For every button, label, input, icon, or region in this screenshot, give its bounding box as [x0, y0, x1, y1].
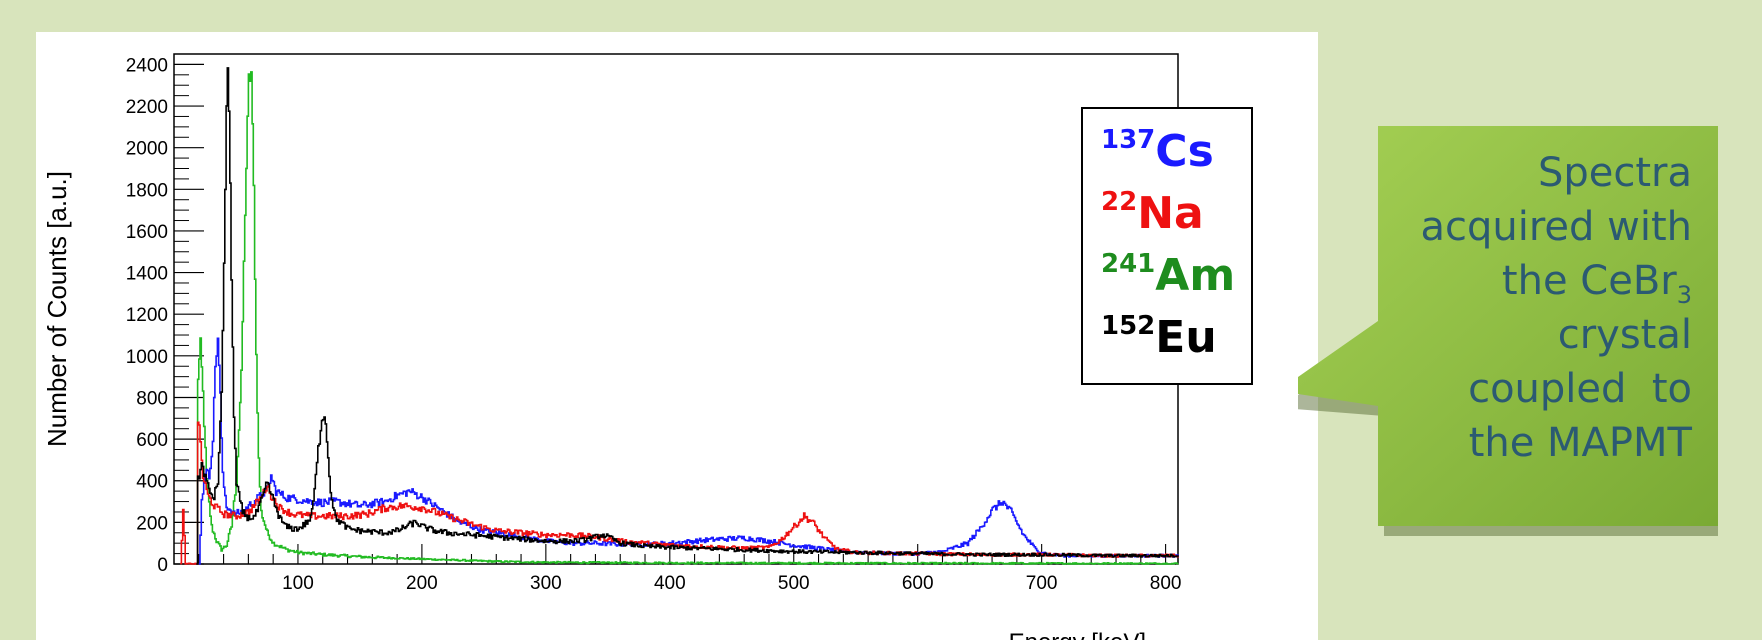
y-tick-label: 1400: [126, 264, 168, 285]
callout-pointer-shape: [1278, 126, 1718, 526]
callout-text: Spectra acquired with the CeBr3 crystal …: [1362, 146, 1692, 470]
y-tick-label: 2400: [126, 55, 168, 76]
y-tick-label: 2000: [126, 139, 168, 160]
legend-entry-eu152: 152Eu: [1101, 307, 1251, 369]
x-tick-label: 300: [530, 573, 562, 594]
x-tick-label: 600: [902, 573, 934, 594]
y-tick-label: 200: [136, 513, 168, 534]
y-tick-label: 600: [136, 430, 168, 451]
plot-panel: 0 200 400 600 800 1000 1200 1400 1600 1800 2000 220…: [36, 32, 1318, 640]
x-axis-label: Energy [keV]: [1009, 629, 1146, 640]
legend-entry-cs137: 137Cs: [1101, 121, 1251, 183]
y-tick-label: 800: [136, 388, 168, 409]
x-tick-label: 400: [654, 573, 686, 594]
series-line-152Eu: [196, 67, 1179, 565]
legend-mass-number: 152: [1101, 311, 1156, 341]
legend: 137Cs 22Na 241Am 152Eu: [1081, 107, 1253, 385]
x-axis-ticks: 100 200 300 400 500 600 700 800: [198, 544, 1182, 594]
y-tick-label: 1000: [126, 347, 168, 368]
legend-element: Cs: [1155, 126, 1214, 177]
callout-shape: [1278, 126, 1722, 548]
x-tick-label: 500: [778, 573, 810, 594]
x-tick-label: 100: [282, 573, 314, 594]
callout-line-1: Spectra: [1537, 150, 1692, 196]
legend-mass-number: 241: [1101, 249, 1156, 279]
callout-box: Spectra acquired with the CeBr3 crystal …: [1278, 126, 1722, 548]
series-line-241Am: [196, 71, 1179, 565]
callout-line-3: the CeBr3: [1362, 254, 1692, 308]
legend-entry-na22: 22Na: [1101, 183, 1251, 245]
series-layer: [180, 67, 1179, 565]
callout-line-5: coupled to: [1468, 366, 1692, 412]
legend-mass-number: 22: [1101, 187, 1138, 217]
x-tick-label: 800: [1150, 573, 1182, 594]
x-tick-label: 200: [406, 573, 438, 594]
y-tick-label: 1600: [126, 222, 168, 243]
spectrum-chart: 0 200 400 600 800 1000 1200 1400 1600 1800 2000 220…: [42, 53, 1182, 640]
legend-mass-number: 137: [1101, 125, 1156, 155]
series-line-137Cs: [198, 337, 1179, 565]
callout-line-2: acquired with: [1420, 204, 1692, 250]
legend-entry-am241: 241Am: [1101, 245, 1251, 307]
callout-line-4: crystal: [1557, 312, 1692, 358]
callout-subscript: 3: [1676, 281, 1692, 309]
legend-element: Eu: [1155, 312, 1217, 363]
y-tick-label: 1200: [126, 305, 168, 326]
y-tick-label: 400: [136, 472, 168, 493]
y-tick-label: 0: [157, 555, 168, 576]
callout-line-6: the MAPMT: [1468, 420, 1692, 466]
y-tick-label: 1800: [126, 180, 168, 201]
plot-frame: [173, 53, 1179, 565]
legend-element: Am: [1155, 250, 1236, 301]
y-tick-label: 2200: [126, 97, 168, 118]
x-tick-label: 700: [1026, 573, 1058, 594]
legend-element: Na: [1137, 188, 1204, 239]
y-axis-ticks: 0 200 400 600 800 1000 1200 1400 1600 1800 2000 220…: [126, 55, 204, 576]
y-axis-label: Number of Counts [a.u.]: [42, 171, 72, 447]
callout-crystal-name: the CeBr: [1501, 258, 1677, 304]
